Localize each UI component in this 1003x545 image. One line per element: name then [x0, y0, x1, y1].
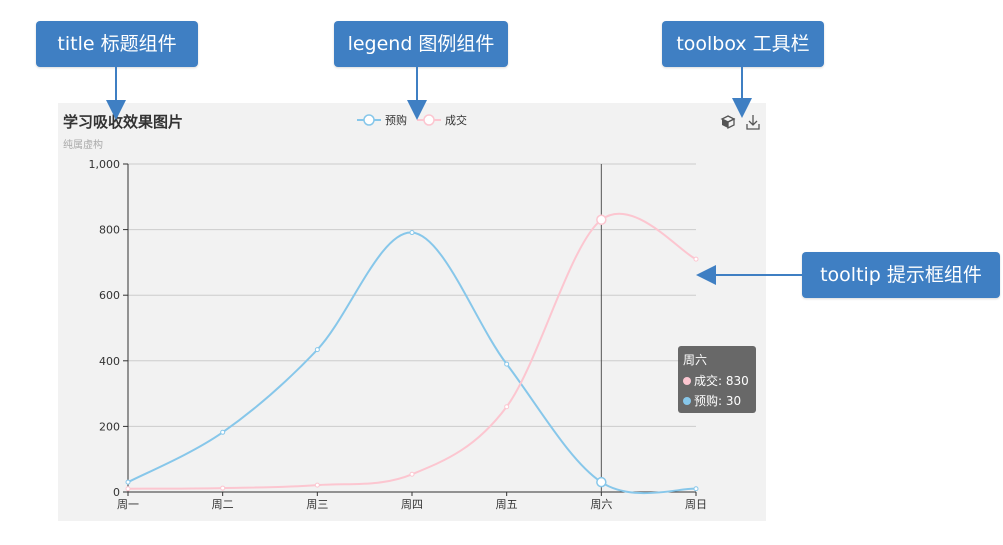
legend: 预购 成交	[357, 113, 467, 127]
tooltip-label-deal: 成交	[694, 374, 719, 388]
y-tick-label: 0	[113, 486, 120, 499]
legend-item-deal[interactable]: 成交	[417, 113, 467, 127]
data-point-preorder[interactable]	[693, 486, 699, 492]
chart-title: 学习吸收效果图片	[63, 113, 183, 131]
series-line-preorder	[127, 231, 697, 495]
y-tick-label: 200	[99, 420, 120, 433]
y-tick-label: 400	[99, 355, 120, 368]
x-tick-label: 周日	[685, 498, 707, 511]
y-tick-label: 1,000	[89, 158, 121, 171]
y-tick-label: 800	[99, 224, 120, 237]
data-point-deal[interactable]	[220, 485, 226, 491]
data-point-deal[interactable]	[125, 486, 131, 492]
tooltip-value-preorder: 30	[725, 394, 742, 408]
toolbox	[720, 115, 760, 130]
legend-marker-deal	[423, 114, 435, 126]
data-point-preorder[interactable]	[596, 476, 607, 488]
data-point-deal[interactable]	[693, 256, 699, 262]
title-callout: title 标题组件	[36, 21, 198, 67]
x-tick-label: 周五	[496, 498, 518, 511]
tooltip-row-deal: 成交: 830	[683, 371, 751, 391]
series-layer	[125, 212, 699, 495]
legend-label-deal: 成交	[445, 113, 467, 127]
x-tick-label: 周三	[306, 498, 328, 511]
data-point-preorder[interactable]	[504, 361, 510, 367]
chart-panel: 0 200 400 600 800 1,000 周一 周二 周三 周四 周五 周六 周日 学习吸收效果图…	[58, 103, 766, 521]
tooltip-category: 周六	[683, 353, 708, 367]
data-point-deal[interactable]	[409, 471, 415, 477]
toolbox-callout: toolbox 工具栏	[662, 21, 824, 67]
data-point-preorder[interactable]	[220, 429, 226, 435]
legend-item-preorder[interactable]: 预购	[357, 113, 407, 127]
download-icon[interactable]	[746, 115, 760, 130]
x-tick-label: 周一	[117, 498, 139, 511]
x-tick-label: 周二	[212, 498, 234, 511]
tooltip-row-preorder: 预购: 30	[683, 391, 751, 411]
x-tick-label: 周四	[401, 498, 423, 511]
data-point-preorder[interactable]	[125, 479, 131, 485]
y-tick-label: 600	[99, 289, 120, 302]
tooltip-dot-preorder	[683, 397, 691, 405]
x-tick-label: 周六	[590, 498, 612, 511]
tooltip-value-deal: 830	[725, 374, 749, 388]
data-point-deal[interactable]	[596, 214, 607, 226]
grid-lines	[128, 163, 696, 427]
legend-callout: legend 图例组件	[334, 21, 508, 67]
restore-icon[interactable]	[720, 115, 736, 130]
tooltip: 周六 成交: 830 预购: 30	[678, 346, 756, 413]
legend-marker-preorder	[363, 114, 375, 126]
legend-label-preorder: 预购	[385, 113, 407, 127]
tooltip-callout: tooltip 提示框组件	[802, 252, 1000, 298]
data-point-preorder[interactable]	[314, 347, 320, 353]
tooltip-dot-deal	[683, 377, 691, 385]
data-point-preorder[interactable]	[409, 230, 415, 236]
tooltip-label-preorder: 预购	[694, 394, 719, 408]
data-point-deal[interactable]	[504, 404, 510, 410]
data-point-deal[interactable]	[314, 482, 320, 488]
series-line-deal	[127, 212, 697, 490]
chart-subtitle: 纯属虚构	[63, 138, 103, 151]
